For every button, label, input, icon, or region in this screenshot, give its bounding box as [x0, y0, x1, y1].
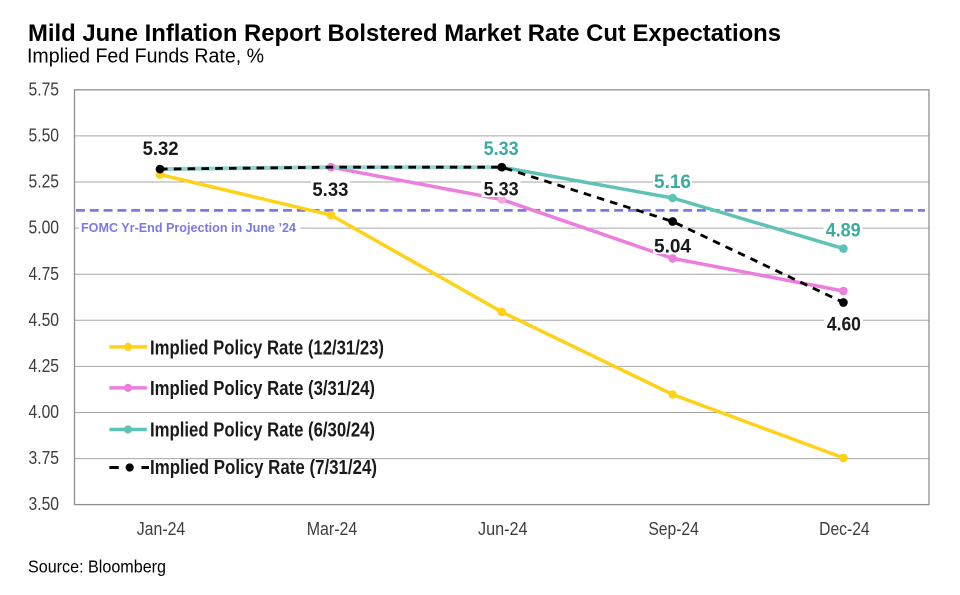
svg-text:Jan-24: Jan-24	[137, 518, 186, 539]
svg-text:Jun-24: Jun-24	[478, 518, 528, 539]
svg-text:5.33: 5.33	[312, 180, 348, 201]
svg-text:5.04: 5.04	[654, 237, 691, 258]
svg-text:4.89: 4.89	[826, 221, 861, 242]
svg-text:4.60: 4.60	[827, 315, 861, 336]
svg-text:4.25: 4.25	[29, 356, 60, 377]
svg-text:3.75: 3.75	[29, 448, 60, 469]
svg-text:Mild June Inflation Report Bol: Mild June Inflation Report Bolstered Mar…	[28, 20, 781, 47]
svg-text:5.33: 5.33	[484, 139, 519, 160]
svg-text:5.00: 5.00	[29, 218, 60, 239]
svg-text:5.32: 5.32	[143, 139, 179, 160]
svg-text:5.33: 5.33	[484, 180, 519, 201]
svg-text:4.00: 4.00	[29, 402, 60, 423]
svg-text:Implied Policy Rate (12/31/23): Implied Policy Rate (12/31/23)	[150, 337, 384, 359]
svg-text:Implied Policy Rate (3/31/24): Implied Policy Rate (3/31/24)	[150, 378, 375, 400]
svg-text:Source: Bloomberg: Source: Bloomberg	[28, 557, 166, 577]
svg-text:FOMC Yr-End Projection in June: FOMC Yr-End Projection in June ’24	[81, 221, 296, 235]
svg-text:5.16: 5.16	[654, 172, 691, 193]
svg-text:4.75: 4.75	[29, 264, 60, 285]
svg-text:Mar-24: Mar-24	[307, 518, 358, 539]
svg-text:5.75: 5.75	[29, 79, 60, 100]
svg-text:3.50: 3.50	[29, 494, 60, 515]
svg-text:Implied Policy Rate (7/31/24): Implied Policy Rate (7/31/24)	[150, 457, 377, 479]
svg-text:Dec-24: Dec-24	[819, 518, 870, 539]
svg-text:Implied Fed Funds Rate, %: Implied Fed Funds Rate, %	[27, 46, 264, 68]
svg-text:5.25: 5.25	[29, 172, 60, 193]
svg-text:Sep-24: Sep-24	[648, 518, 699, 539]
svg-text:Implied Policy Rate (6/30/24): Implied Policy Rate (6/30/24)	[150, 419, 375, 441]
svg-text:5.50: 5.50	[29, 126, 60, 147]
svg-text:4.50: 4.50	[29, 310, 60, 331]
